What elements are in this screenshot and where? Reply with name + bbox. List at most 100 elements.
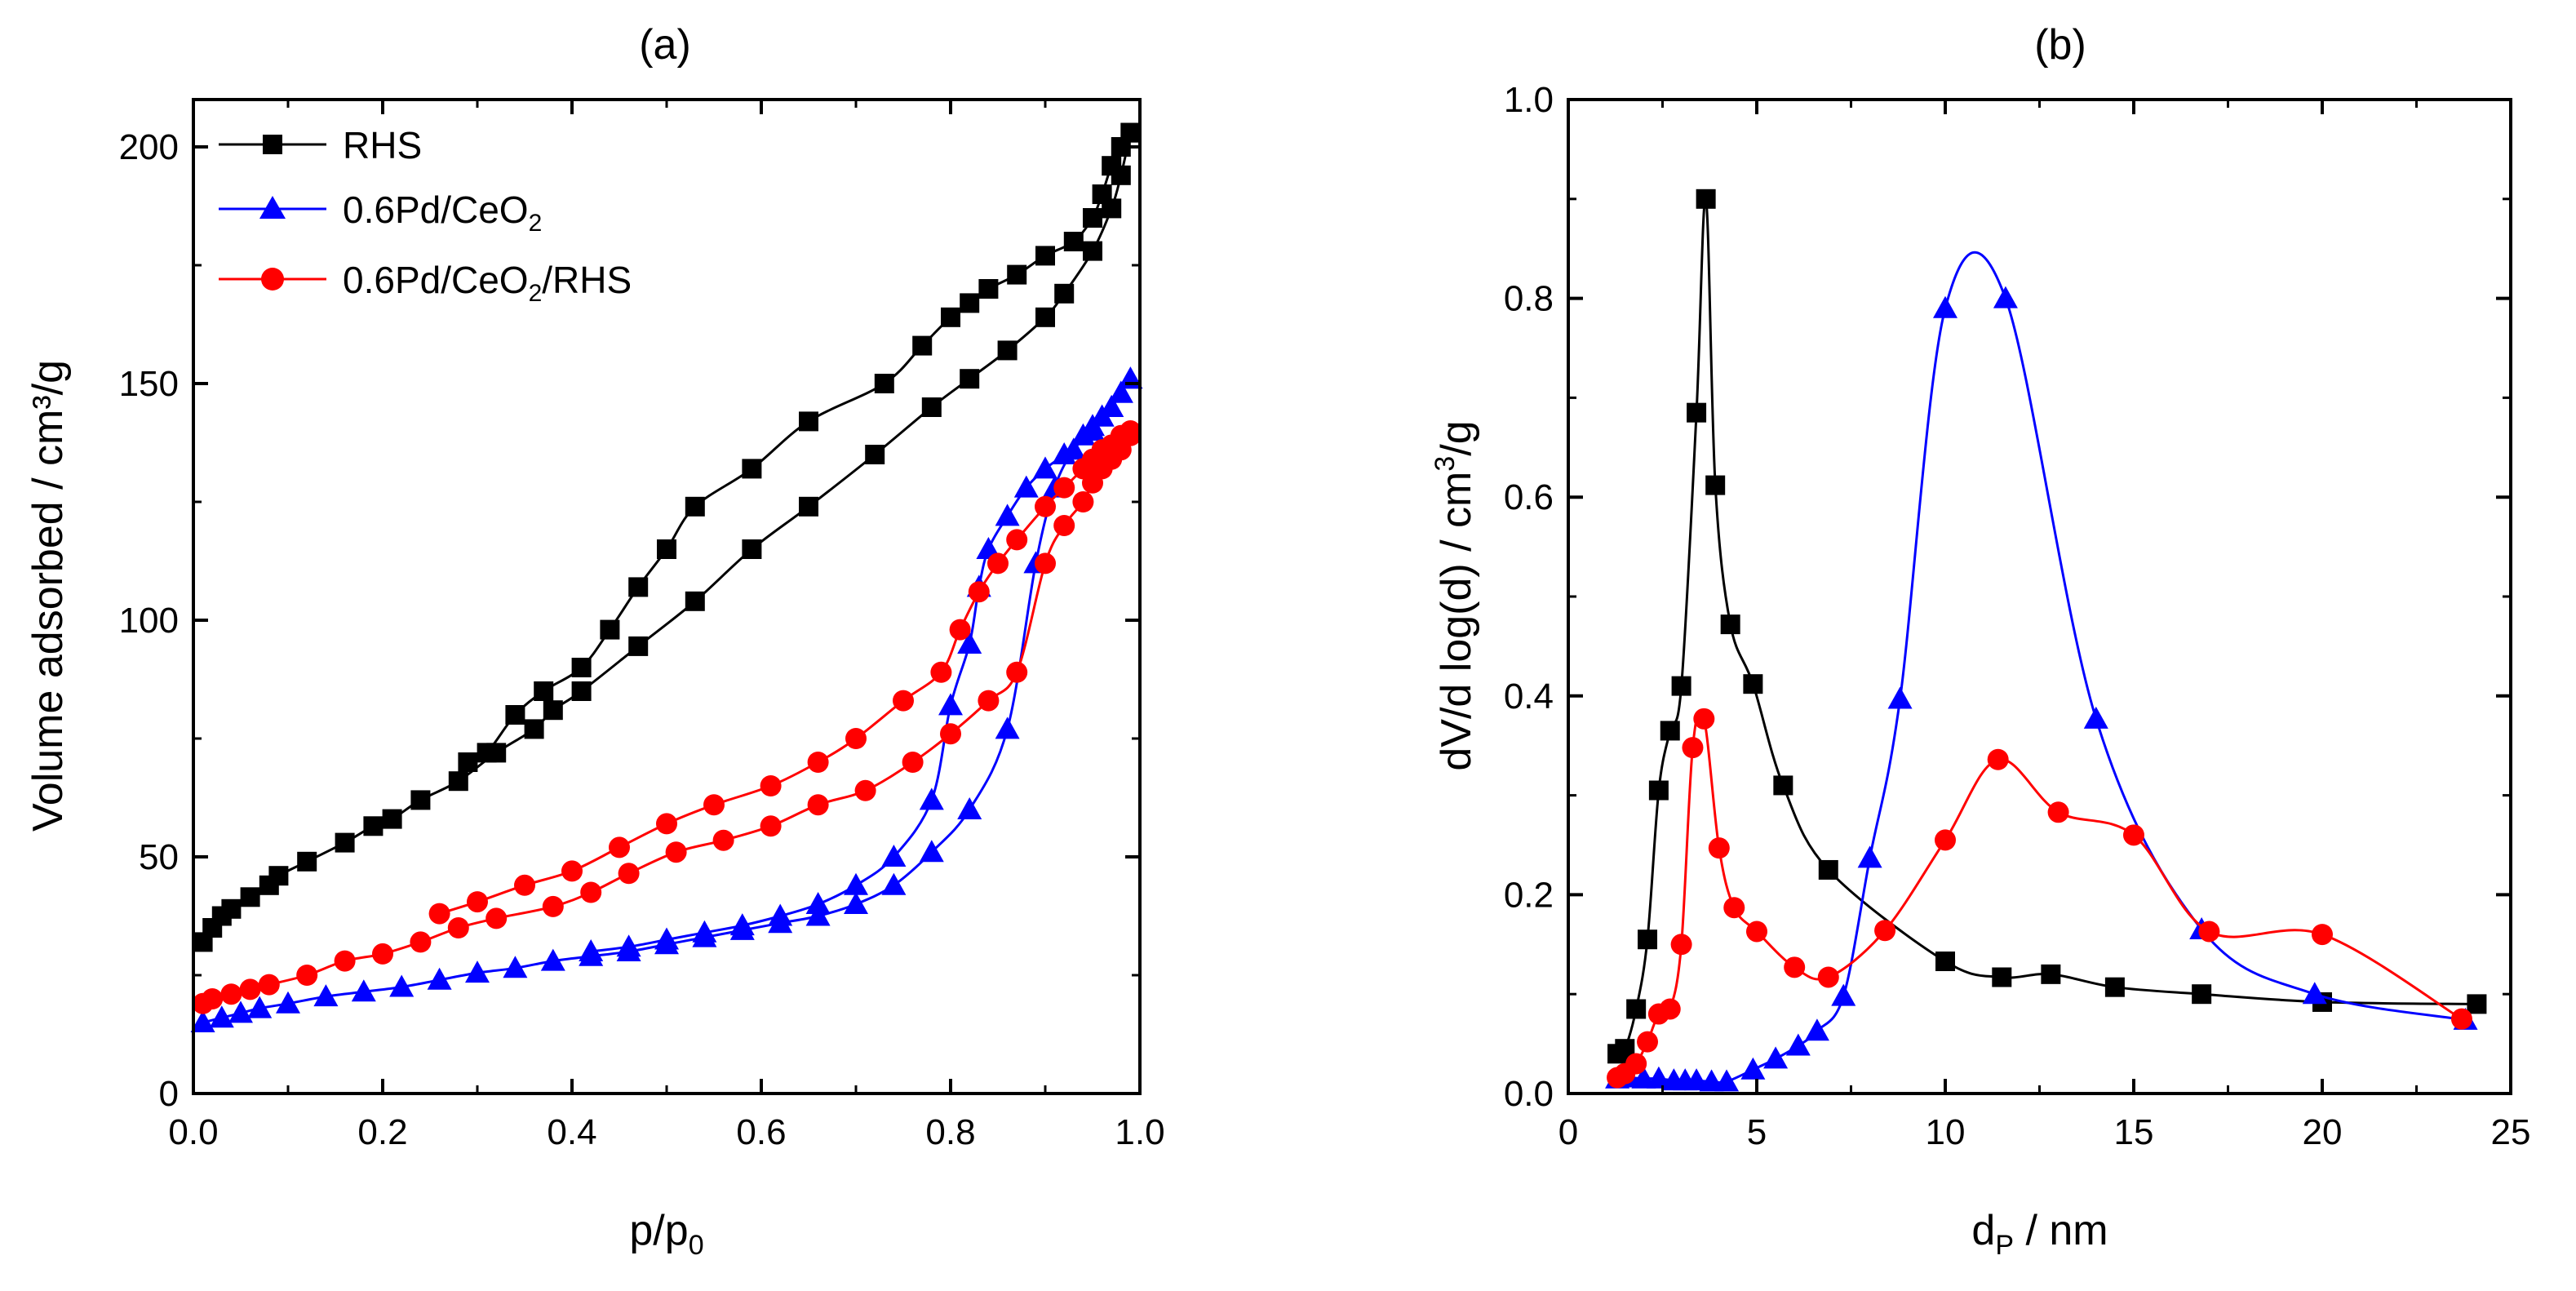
psd-pdceo2-rhs-line [1616,709,2463,1079]
legend-pdceo2-label: 0.6Pd/CeO2 [343,189,542,237]
series-rhs-adsorption-point [1054,283,1075,304]
psd-rhs-point [2467,994,2487,1014]
series-pdceo2-adsorption-point [228,1000,253,1023]
series-pdceo2-rhs-adsorption-point [485,907,508,929]
series-pdceo2-rhs-adsorption-point [220,983,242,1005]
panel-b-ytick-label: 0.2 [1504,875,1554,915]
series-pdceo2-rhs-adsorption-point [239,978,261,1000]
panel-a-xlabel: p/p0 [629,1207,703,1261]
panel-b: (b) 0 5 10 15 20 25 0.0 0.2 0.4 0.6 0.8 1.0 dP / nm… [1430,21,2530,1261]
series-rhs-adsorption-point [335,832,355,853]
panel-b-label: (b) [2034,21,2086,69]
series-pdceo2-rhs-adsorption-point [978,690,1000,712]
psd-pdceo2-rhs-point [1935,829,1956,851]
series-rhs-desorption-point [1083,208,1102,228]
panel-a-xtick-label: 1.0 [1115,1112,1164,1152]
series-rhs-adsorption-point [628,636,649,656]
panel-b-frame [1567,98,2512,1095]
series-rhs-adsorption-point [382,809,402,829]
psd-pdceo2-rhs-point [1625,1053,1647,1075]
psd-pdceo2-point [1714,1069,1740,1092]
psd-rhs-point [1743,674,1763,694]
series-pdceo2-desorption-point [1033,456,1057,479]
psd-pdceo2-rhs-point [1682,737,1704,759]
series-pdceo2-adsorption-point [427,967,452,990]
panel-b-xtick-label: 5 [1747,1112,1767,1152]
psd-rhs-line [1616,197,2477,1055]
panel-b-ytick-label: 1.0 [1504,80,1554,120]
psd-rhs-point [1773,775,1793,796]
series-pdceo2-rhs-desorption-point [1035,495,1056,517]
psd-rhs-point [1720,614,1740,635]
series-pdceo2-rhs-adsorption-point [760,815,782,837]
series-rhs-adsorption-point [571,681,592,701]
psd-pdceo2-rhs-point [2312,924,2333,946]
psd-rhs-point [2104,977,2125,997]
psd-rhs-point [1648,780,1669,801]
psd-rhs-point [1687,402,1707,423]
psd-pdceo2-point [1763,1046,1789,1069]
series-pdceo2-rhs-desorption-point [609,836,630,858]
series-rhs-adsorption-point [543,700,563,721]
panel-b-xtick-label: 20 [2303,1112,2343,1152]
psd-rhs-point [2192,984,2212,1005]
series-rhs-desorption-point [477,743,497,763]
series-pdceo2-desorption-point [1108,380,1133,403]
psd-pdceo2-rhs-point [1637,1031,1659,1053]
series-pdceo2-adsorption-point [881,872,907,895]
series-pdceo2-rhs-adsorption-point [410,931,432,953]
panel-a-ytick-label: 50 [139,837,179,877]
panel-a-xtick-label: 0.4 [547,1112,596,1152]
panel-a-xtick-label: 0.0 [168,1112,218,1152]
series-pdceo2-rhs-desorption-point [845,728,867,749]
series-rhs-adsorption-point [363,816,384,836]
series-rhs-desorption-point [742,459,762,479]
series-rhs-adsorption-point [268,866,289,886]
series-pdceo2-rhs-adsorption-point [202,988,224,1009]
series-rhs-desorption-point [600,619,620,640]
panel-b-ytick-label: 0.0 [1504,1074,1554,1114]
psd-rhs-point [1696,189,1716,209]
panel-b-xtick-label: 15 [2114,1112,2154,1152]
series-pdceo2-desorption-point [654,927,679,950]
series-rhs-desorption-point [978,279,999,299]
psd-pdceo2-rhs-point [1746,921,1767,943]
series-pdceo2-rhs-adsorption-point [1006,661,1028,683]
series-pdceo2-adsorption-point [276,991,300,1014]
series-pdceo2-rhs-desorption-point [807,752,829,773]
psd-pdceo2-point [1831,983,1856,1006]
series-rhs-desorption-point [458,752,478,772]
series-pdceo2-rhs-desorption-point [1006,529,1028,551]
psd-pdceo2-rhs-point [1874,920,1896,942]
series-pdceo2-rhs-adsorption-point [902,752,924,773]
series-pdceo2-rhs-adsorption-point [940,723,961,745]
series-pdceo2-adsorption-point [805,903,831,926]
series-pdceo2-adsorption-point [957,797,982,819]
series-pdceo2-desorption-point [805,892,831,914]
panel-a-ylabel: Volume adsorbed / cm³/g [24,360,72,832]
series-rhs-desorption-line [467,131,1132,764]
psd-pdceo2-point [1887,686,1913,709]
psd-rhs-point [1671,676,1691,696]
panel-b-series-layer [1605,189,2487,1092]
psd-pdceo2-rhs-point [1708,837,1730,859]
psd-pdceo2-rhs-point [1987,748,2009,770]
psd-pdceo2-rhs-point [2123,824,2144,846]
series-pdceo2-rhs-adsorption-point [1053,515,1075,536]
series-rhs-desorption-point [1007,264,1027,285]
panel-a-series-layer [190,122,1143,1032]
series-pdceo2-desorption-point [919,787,944,810]
panel-b-xtick-label: 10 [1926,1112,1966,1152]
psd-rhs-point [1626,999,1647,1019]
series-pdceo2-adsorption-point [313,984,339,1007]
psd-pdceo2-line [1616,251,2466,1085]
series-pdceo2-adsorption-point [919,840,944,863]
panel-b-xtick-label: 0 [1558,1112,1578,1152]
series-pdceo2-desorption-point [957,632,982,654]
series-pdceo2-rhs-desorption-point [1072,458,1094,480]
series-rhs-desorption-point [571,658,592,677]
legend-item-pdceo2: 0.6Pd/CeO2 [219,189,542,237]
series-pdceo2-rhs-desorption-point [968,581,990,603]
series-pdceo2-rhs-adsorption-point [854,779,876,801]
